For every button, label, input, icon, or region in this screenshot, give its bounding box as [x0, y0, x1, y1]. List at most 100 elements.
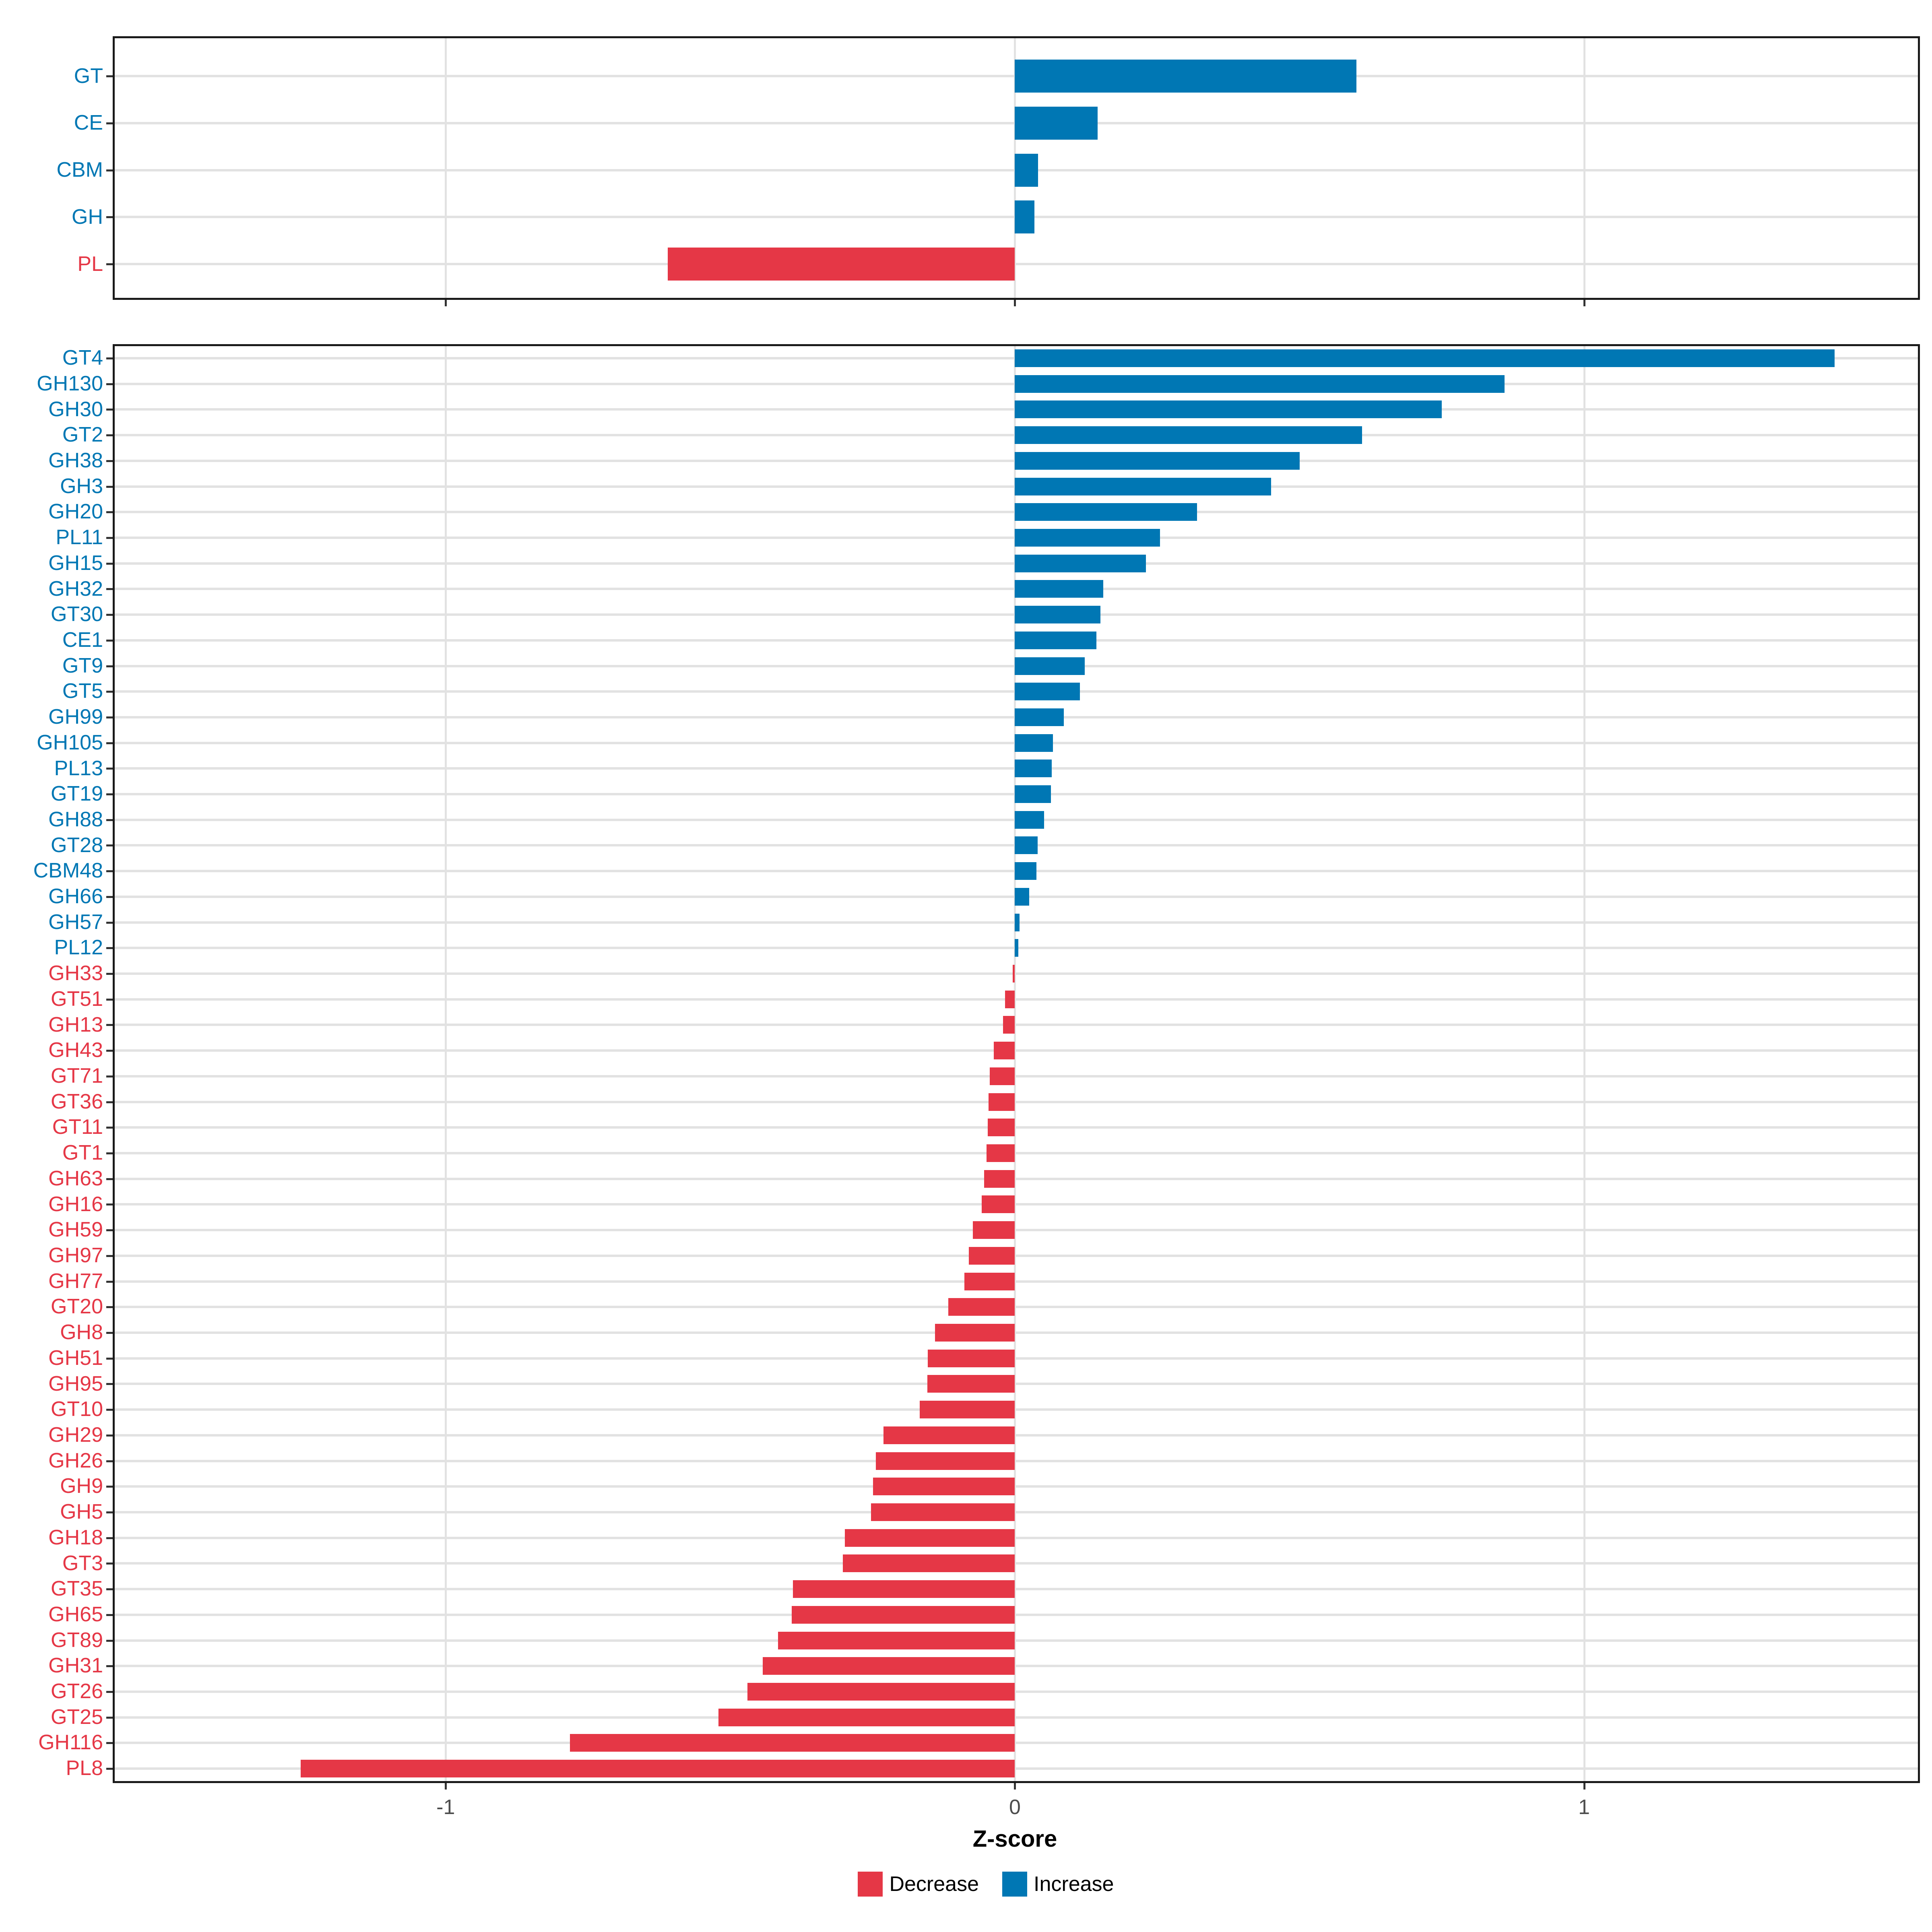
bar-gt11 — [987, 1119, 1015, 1137]
families-panel — [113, 344, 1920, 1783]
gridline-row-GT1 — [115, 1152, 1918, 1154]
y-tick-gh3 — [106, 485, 113, 488]
y-tick-gt10 — [106, 1409, 113, 1411]
bar-gt30 — [1015, 606, 1100, 624]
gridline-row-GT11 — [115, 1126, 1918, 1129]
gridline-vertical-1 — [1583, 346, 1585, 1781]
y-axis-label-gt10: GT10 — [50, 1397, 103, 1421]
bar-gh33 — [1012, 965, 1015, 983]
y-tick-gh38 — [106, 460, 113, 462]
bar-gt2 — [1015, 426, 1362, 444]
y-tick-gt20 — [106, 1306, 113, 1309]
y-axis-label-gh26: GH26 — [48, 1449, 103, 1472]
y-axis-label-gh18: GH18 — [48, 1525, 103, 1549]
bar-pl11 — [1015, 528, 1160, 547]
gridline-vertical--1 — [445, 346, 447, 1781]
bar-gh97 — [968, 1247, 1015, 1265]
y-tick-gh26 — [106, 1460, 113, 1462]
y-axis-label-gh13: GH13 — [48, 1013, 103, 1036]
gridline-row-GH116 — [115, 1742, 1918, 1744]
legend-item-increase: Increase — [1002, 1872, 1114, 1897]
y-axis-label-cbm48: CBM48 — [33, 859, 103, 883]
y-axis-label-gh43: GH43 — [48, 1038, 103, 1062]
y-axis-label-pl8: PL8 — [66, 1757, 103, 1780]
y-tick-gt11 — [106, 1127, 113, 1129]
y-axis-label-ce1: CE1 — [62, 628, 103, 652]
y-axis-label-gh16: GH16 — [48, 1192, 103, 1216]
y-axis-label-ce: CE — [74, 111, 103, 135]
bar-gh99 — [1015, 708, 1064, 726]
bar-cbm — [1015, 153, 1038, 187]
y-tick-gt1 — [106, 1152, 113, 1154]
bar-gt20 — [948, 1298, 1015, 1316]
bar-gt26 — [747, 1682, 1015, 1701]
y-tick-gh18 — [106, 1537, 113, 1539]
gridline-row-GH18 — [115, 1536, 1918, 1539]
bar-pl8 — [300, 1760, 1015, 1778]
increase-color-swatch — [1002, 1872, 1028, 1897]
bar-gh13 — [1003, 1016, 1015, 1034]
bar-gt51 — [1005, 990, 1015, 1008]
y-tick-pl8 — [106, 1768, 113, 1770]
bar-pl13 — [1015, 760, 1052, 778]
y-axis-label-gh32: GH32 — [48, 577, 103, 601]
gridline-row-GH97 — [115, 1254, 1918, 1257]
y-tick-gt19 — [106, 793, 113, 796]
gridline-row-GT20 — [115, 1306, 1918, 1309]
y-axis-label-cbm: CBM — [56, 158, 103, 182]
y-axis-label-gh9: GH9 — [60, 1474, 103, 1498]
y-axis-label-gt11: GT11 — [52, 1115, 103, 1139]
y-axis-label-gt71: GT71 — [50, 1064, 103, 1088]
y-axis-label-gh95: GH95 — [48, 1372, 103, 1395]
bar-gt89 — [778, 1631, 1015, 1649]
gridline-row-GT25 — [115, 1716, 1918, 1719]
gridline-vertical--1 — [445, 38, 447, 298]
gridline-row-PL8 — [115, 1767, 1918, 1770]
y-tick-gh99 — [106, 716, 113, 718]
bar-gt36 — [989, 1093, 1015, 1111]
x-axis-tick-label: 1 — [1578, 1796, 1590, 1819]
y-tick-gh77 — [106, 1280, 113, 1283]
y-axis-label-gh88: GH88 — [48, 807, 103, 831]
legend-item-decrease: Decrease — [858, 1872, 979, 1897]
bar-gh59 — [972, 1221, 1015, 1239]
bar-gt9 — [1015, 657, 1085, 675]
y-tick-gh59 — [106, 1229, 113, 1232]
gridline-row-GH13 — [115, 1024, 1918, 1026]
y-tick-gh105 — [106, 742, 113, 744]
gridline-row-GT35 — [115, 1588, 1918, 1591]
y-axis-label-gt35: GT35 — [50, 1577, 103, 1601]
bar-gh3 — [1015, 477, 1271, 495]
gridline-row-GH43 — [115, 1049, 1918, 1052]
gridline-row-GT51 — [115, 998, 1918, 1001]
y-tick-cbm48 — [106, 870, 113, 873]
y-tick-pl — [106, 263, 113, 265]
bar-gh57 — [1015, 913, 1020, 931]
y-tick-gt3 — [106, 1563, 113, 1565]
bar-gt35 — [793, 1580, 1015, 1598]
bar-gh51 — [928, 1349, 1015, 1367]
y-axis-label-gh15: GH15 — [48, 551, 103, 575]
bar-gt28 — [1015, 836, 1038, 855]
x-axis-title: Z-score — [972, 1826, 1057, 1852]
y-axis-label-gt9: GT9 — [62, 654, 103, 677]
y-tick-gh116 — [106, 1742, 113, 1744]
bar-gt — [1015, 60, 1356, 93]
gridline-row-GH65 — [115, 1613, 1918, 1616]
y-tick-gh65 — [106, 1614, 113, 1616]
y-tick-gh31 — [106, 1665, 113, 1668]
y-axis-label-gt36: GT36 — [50, 1090, 103, 1113]
bar-gh116 — [570, 1734, 1015, 1752]
y-tick-cbm — [106, 169, 113, 171]
y-tick-gh — [106, 216, 113, 219]
bar-gt25 — [718, 1708, 1015, 1726]
y-tick-gt5 — [106, 691, 113, 693]
y-axis-label-gh105: GH105 — [37, 731, 103, 754]
bar-pl — [667, 248, 1015, 281]
gridline-row-GH5 — [115, 1511, 1918, 1513]
legend-label-decrease: Decrease — [889, 1872, 979, 1896]
gridline-row-GT26 — [115, 1690, 1918, 1693]
y-tick-gt35 — [106, 1588, 113, 1591]
y-axis-label-gt26: GT26 — [50, 1680, 103, 1703]
